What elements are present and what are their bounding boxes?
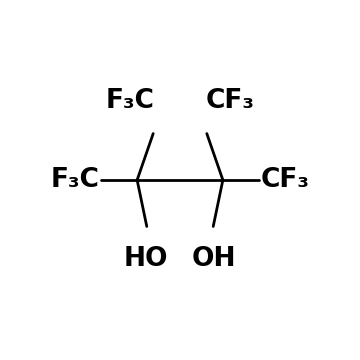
Text: F₃C: F₃C <box>51 167 100 193</box>
Text: HO: HO <box>124 246 168 272</box>
Text: CF₃: CF₃ <box>206 88 255 114</box>
Text: CF₃: CF₃ <box>260 167 309 193</box>
Text: OH: OH <box>192 246 236 272</box>
Text: F₃C: F₃C <box>105 88 154 114</box>
